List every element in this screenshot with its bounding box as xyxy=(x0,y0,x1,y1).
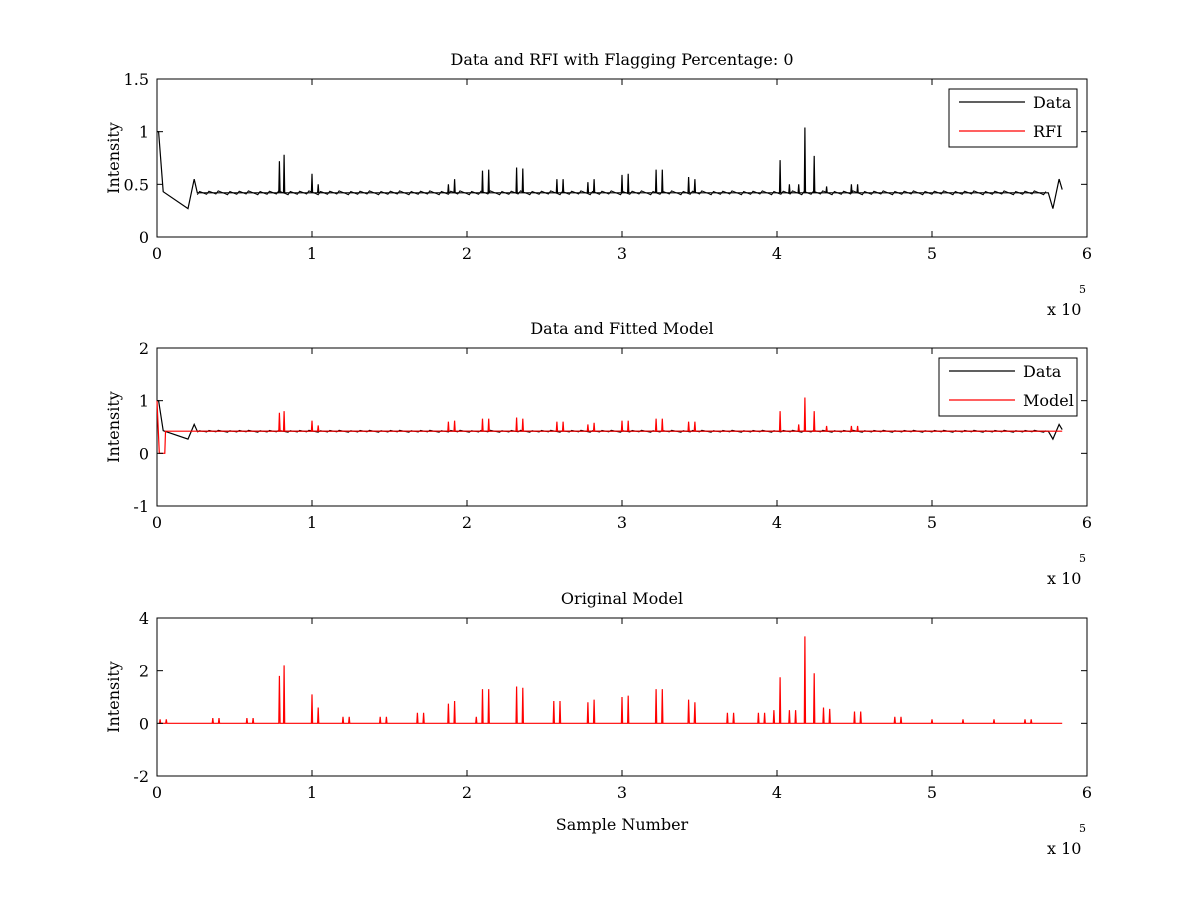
y-tick-label: 2 xyxy=(139,339,149,358)
y-tick-label: 0 xyxy=(139,228,149,247)
x-tick-label: 0 xyxy=(152,244,162,263)
y-axis-label: Intensity xyxy=(104,391,123,463)
y-tick-label: 1 xyxy=(139,123,149,142)
x-tick-label: 0 xyxy=(152,513,162,532)
x-tick-label: 6 xyxy=(1082,783,1092,802)
x-tick-label: 2 xyxy=(462,783,472,802)
x-exponent: 5 xyxy=(1079,822,1086,835)
legend: Data RFI xyxy=(948,88,1078,148)
x-tick-label: 0 xyxy=(152,783,162,802)
legend-box xyxy=(948,88,1078,148)
y-tick-label: 1 xyxy=(139,392,149,411)
x-tick-label: 3 xyxy=(617,513,627,532)
x-exponent: 5 xyxy=(1079,552,1086,565)
x-tick-label: 4 xyxy=(772,783,782,802)
subplot-title: Data and Fitted Model xyxy=(530,319,713,338)
series-line-model xyxy=(158,636,1063,724)
y-axis-label: Intensity xyxy=(104,122,123,194)
y-tick-label: 1.5 xyxy=(124,70,149,89)
x-axis-label: Sample Number xyxy=(556,815,689,834)
y-tick-label: 0.5 xyxy=(124,175,149,194)
y-tick-label: 2 xyxy=(139,662,149,681)
y-tick-label: -2 xyxy=(133,767,149,786)
series-group xyxy=(158,636,1063,724)
x-tick-label: 4 xyxy=(772,244,782,263)
x-tick-label: 3 xyxy=(617,783,627,802)
x-exponent: 5 xyxy=(1079,283,1086,296)
series-line-model xyxy=(156,397,1063,454)
x-exponent-base: x 10 xyxy=(1047,839,1081,858)
series-noise-data xyxy=(196,190,1047,196)
y-tick-label: 4 xyxy=(139,609,149,628)
x-tick-label: 5 xyxy=(927,244,937,263)
x-tick-label: 4 xyxy=(772,513,782,532)
x-tick-label: 1 xyxy=(307,244,317,263)
x-tick-label: 1 xyxy=(307,783,317,802)
x-tick-label: 3 xyxy=(617,244,627,263)
subplot-1: 0 1 2 3 4 5 6 0 0.5 1 1.5 Data and RFI with Flaggin… xyxy=(104,50,1092,319)
x-tick-label: 5 xyxy=(927,783,937,802)
x-tick-label: 2 xyxy=(462,513,472,532)
legend-box xyxy=(938,357,1078,417)
subplot-title: Data and RFI with Flagging Percentage: 0 xyxy=(450,50,793,69)
y-axis-label: Intensity xyxy=(104,661,123,733)
subplot-title: Original Model xyxy=(561,589,683,608)
y-tick-label: 0 xyxy=(139,714,149,733)
y-tick-label: -1 xyxy=(133,497,149,516)
legend-label-model: Model xyxy=(1023,391,1074,410)
x-tick-label: 2 xyxy=(462,244,472,263)
y-tick-label: 0 xyxy=(139,444,149,463)
series-line-data xyxy=(157,127,1063,210)
x-exponent-base: x 10 xyxy=(1047,569,1081,588)
x-tick-label: 1 xyxy=(307,513,317,532)
legend-label-data: Data xyxy=(1023,362,1062,381)
axes-box xyxy=(156,78,1088,238)
legend-label-data: Data xyxy=(1033,93,1072,112)
legend: Data Model xyxy=(938,357,1078,417)
x-tick-label: 6 xyxy=(1082,244,1092,263)
x-tick-label: 6 xyxy=(1082,513,1092,532)
series-group xyxy=(156,397,1063,454)
legend-label-rfi: RFI xyxy=(1033,122,1062,141)
x-tick-label: 5 xyxy=(927,513,937,532)
subplots: 0 1 2 3 4 5 6 0 0.5 1 1.5 Data and RFI with Flaggin… xyxy=(104,50,1092,858)
x-exponent-base: x 10 xyxy=(1047,300,1081,319)
series-group xyxy=(157,127,1063,210)
